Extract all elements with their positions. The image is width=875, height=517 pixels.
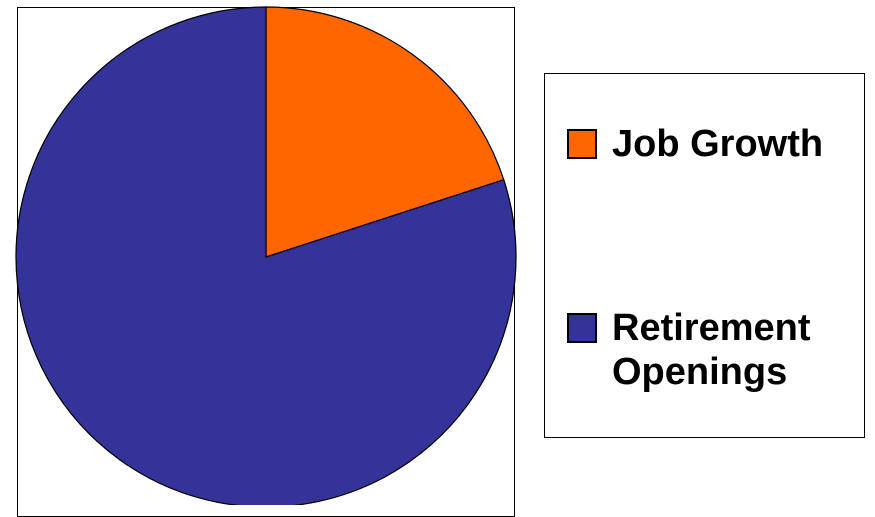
legend-swatch-job-growth bbox=[567, 129, 597, 159]
legend-item-job-growth: Job Growth bbox=[567, 122, 852, 166]
legend-swatch-retirement-openings bbox=[567, 313, 597, 343]
pie-slice-retirement-openings bbox=[15, 6, 517, 505]
pie-slice-job-growth bbox=[265, 6, 505, 258]
legend-item-retirement-openings: Retirement Openings bbox=[567, 306, 852, 394]
legend-label-retirement-openings: Retirement Openings bbox=[612, 307, 811, 393]
pie-chart bbox=[15, 6, 517, 505]
legend-label-job-growth: Job Growth bbox=[612, 123, 824, 165]
legend: Job Growth Retirement Openings bbox=[544, 73, 865, 438]
